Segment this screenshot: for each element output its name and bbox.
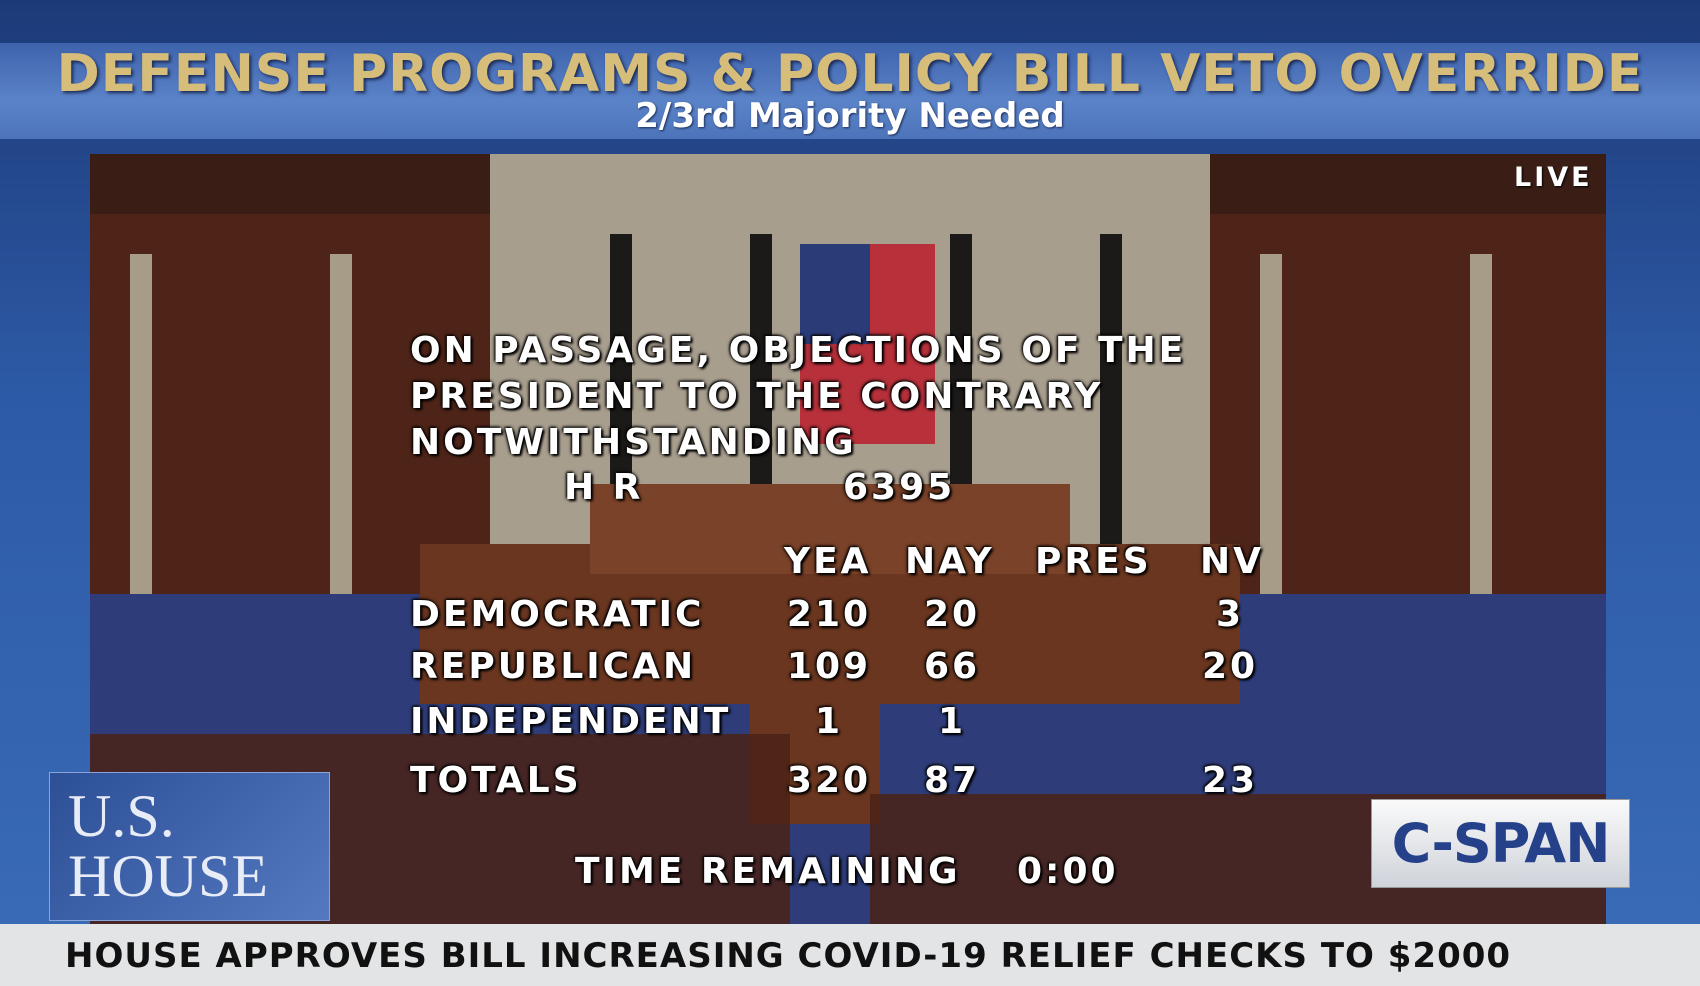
network-logo: C-SPAN (1371, 799, 1630, 888)
time-label: TIME REMAINING (575, 851, 961, 892)
vote-count: 23 (1201, 760, 1259, 801)
party-name: DEMOCRATIC (410, 594, 705, 635)
column-header: NAY (905, 541, 995, 582)
vote-count: 210 (786, 594, 872, 635)
party-name: INDEPENDENT (410, 701, 732, 742)
us-house-logo: U.S. HOUSE (49, 772, 330, 921)
vote-count: 20 (1201, 646, 1259, 687)
video-feed (90, 154, 1606, 924)
vote-count: 20 (923, 594, 981, 635)
column-header: PRES (1035, 541, 1152, 582)
bill-number: 6395 (843, 467, 956, 508)
bill-label: H R (564, 467, 644, 508)
logo-line: U.S. (68, 783, 175, 849)
vote-count: 3 (1215, 594, 1245, 635)
ticker-text: HOUSE APPROVES BILL INCREASING COVID-19 … (65, 936, 1512, 976)
network-name: C-SPAN (1391, 812, 1611, 875)
vote-count: 66 (923, 646, 981, 687)
vote-count: 1 (937, 701, 967, 742)
live-indicator: LIVE (1514, 162, 1593, 193)
party-name: TOTALS (410, 760, 582, 801)
question-line: PRESIDENT TO THE CONTRARY (410, 376, 1104, 417)
ticker-bar: HOUSE APPROVES BILL INCREASING COVID-19 … (0, 924, 1700, 986)
title: DEFENSE PROGRAMS & POLICY BILL VETO OVER… (56, 44, 1644, 104)
logo-line: HOUSE (68, 843, 269, 909)
vote-count: 320 (786, 760, 872, 801)
vote-count: 109 (786, 646, 872, 687)
house-chamber (90, 154, 1606, 924)
subtitle: 2/3rd Majority Needed (635, 96, 1065, 136)
time-value: 0:00 (1017, 851, 1119, 892)
vote-count: 87 (923, 760, 981, 801)
column-header: YEA (784, 541, 872, 582)
party-name: REPUBLICAN (410, 646, 697, 687)
vote-count: 1 (814, 701, 844, 742)
title-banner (0, 43, 1700, 139)
column-header: NV (1200, 541, 1264, 582)
question-line: ON PASSAGE, OBJECTIONS OF THE (410, 330, 1187, 371)
question-line: NOTWITHSTANDING (410, 422, 857, 463)
